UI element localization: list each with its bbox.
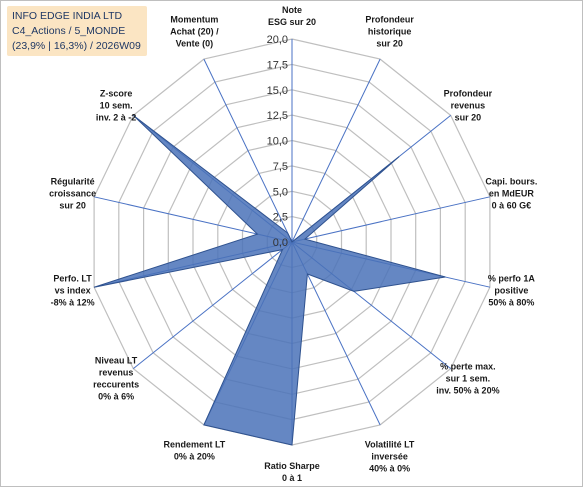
radar-series [93,115,446,446]
axis-label-2: Profondeur revenus sur 20 [444,89,493,123]
tick-label-3: 7,5 [273,161,288,173]
axis-label-12: Z-score 10 sem. inv. 2 à -2 [96,89,136,123]
axis-label-13: Momentum Achat (20) / Vente (0) [170,15,219,49]
spoke-3 [291,196,491,243]
tick-label-6: 15,0 [267,85,288,97]
tick-label-7: 17,5 [267,59,288,71]
axis-label-1: Profondeur historique sur 20 [365,15,414,49]
axis-label-4: % perfo 1A positive 50% à 80% [488,274,536,308]
axis-label-5: % perte max. sur 1 sem. inv. 50% à 20% [436,362,499,396]
radar-tick-labels: 0,0 2,5 5,0 7,5 10,0 12,5 15,0 17,5 20,0 [267,34,288,249]
title-line-3: (23,9% | 16,3%) / 2026W09 [12,40,141,52]
axis-label-10: Perfo. LT vs index -8% à 12% [51,274,95,308]
tick-label-4: 10,0 [267,136,288,148]
chart-title-box: INFO EDGE INDIA LTD C4_Actions / 5_MONDE… [7,6,147,56]
radar-axis-labels: Note ESG sur 20 Profondeur historique sur 20… [49,5,537,483]
tick-label-2: 5,0 [273,186,288,198]
axis-label-7: Ratio Sharpe 0 à 1 [264,461,320,483]
axis-label-3: Capi. bours. en MdEUR 0 à 60 G€ [485,176,537,210]
title-line-2: C4_Actions / 5_MONDE [12,25,126,37]
tick-label-1: 2,5 [273,212,288,224]
tick-label-5: 12,5 [267,110,288,122]
tick-label-0: 0,0 [273,237,288,249]
series-area [93,115,446,446]
axis-label-8: Rendement LT 0% à 20% [163,439,225,461]
axis-label-11: Régularité croissance sur 20 [49,176,96,210]
spoke-9 [132,241,293,369]
spoke-1 [291,58,381,243]
axis-label-0: Note ESG sur 20 [268,5,316,27]
tick-label-8: 20,0 [267,34,288,46]
axis-label-9: Niveau LT revenus reccurents 0% à 6% [93,356,139,402]
axis-label-6: Volatilité LT inversée 40% à 0% [365,439,415,473]
spoke-13 [203,58,293,243]
title-line-1: INFO EDGE INDIA LTD [12,10,123,22]
